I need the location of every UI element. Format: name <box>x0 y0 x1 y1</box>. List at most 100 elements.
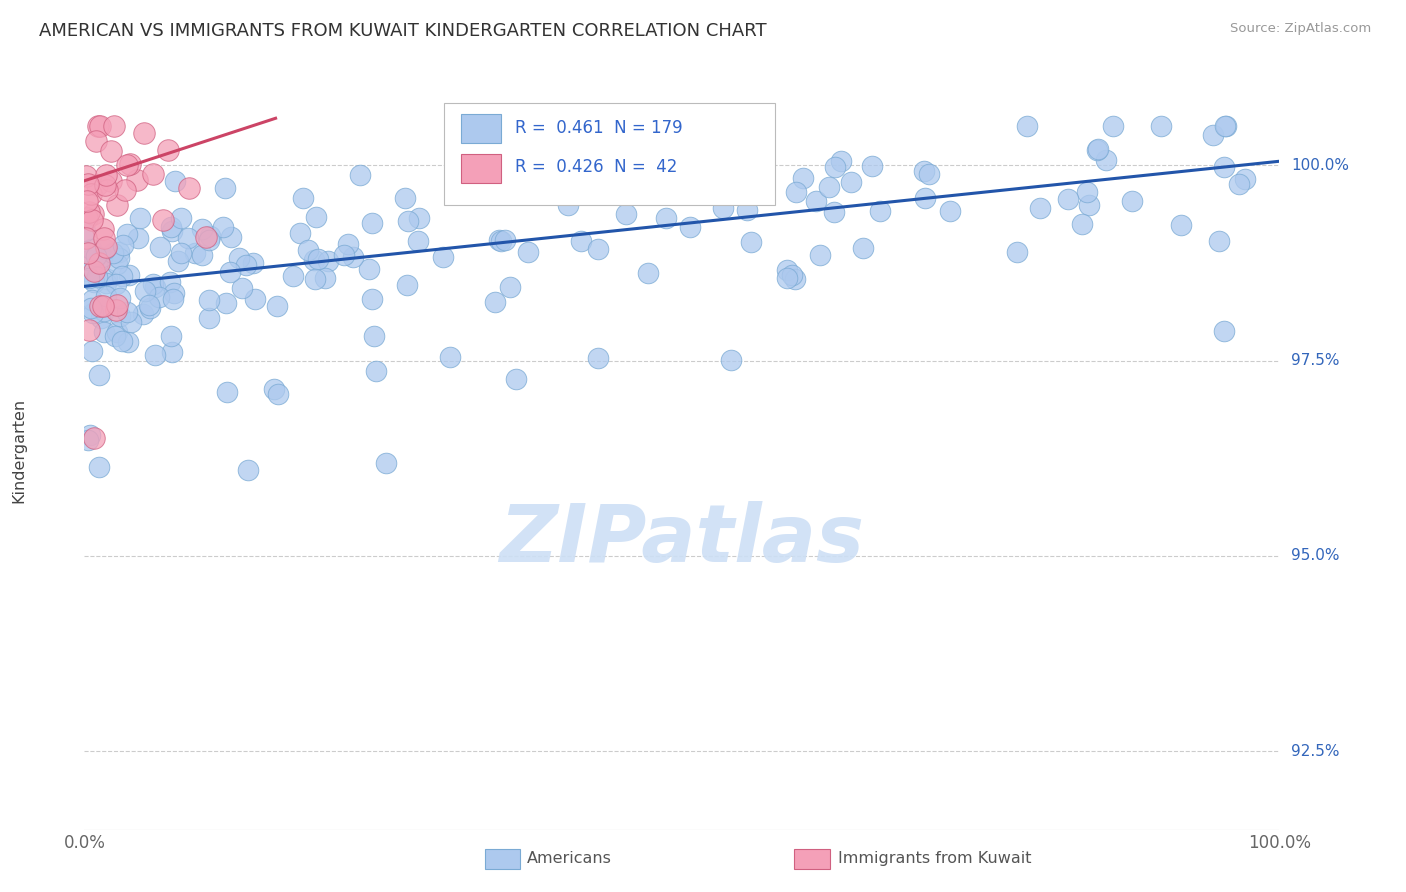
Point <box>614 207 637 221</box>
Point <box>505 371 527 385</box>
Point <box>75 169 97 184</box>
Point <box>162 292 184 306</box>
Point <box>177 231 200 245</box>
Point <box>297 243 319 257</box>
Point <box>170 211 193 225</box>
Point <box>93 231 115 245</box>
Point <box>91 222 114 236</box>
Point <box>231 281 253 295</box>
Point <box>83 264 105 278</box>
Point <box>1213 324 1236 338</box>
Point <box>720 353 742 368</box>
Point <box>90 311 112 326</box>
Point <box>101 245 124 260</box>
Point <box>569 235 592 249</box>
Point <box>1213 119 1236 133</box>
Point <box>408 211 430 226</box>
Point <box>1121 194 1143 209</box>
Point <box>361 292 384 306</box>
Text: R =  0.426  N =  42: R = 0.426 N = 42 <box>515 158 676 176</box>
Point <box>131 307 153 321</box>
Point <box>82 207 104 221</box>
Point <box>307 252 329 267</box>
Point <box>808 248 831 262</box>
Point <box>138 301 160 315</box>
Point <box>304 272 326 286</box>
Point <box>1150 119 1173 133</box>
Point <box>114 183 136 197</box>
Point <box>190 248 212 262</box>
Point <box>780 268 803 283</box>
Point <box>281 269 304 284</box>
Point <box>94 289 117 303</box>
Point <box>1215 119 1237 133</box>
Point <box>163 174 186 188</box>
Point <box>93 304 115 318</box>
Point <box>912 164 935 178</box>
Point <box>267 386 290 401</box>
Point <box>104 277 127 292</box>
Point <box>91 250 114 264</box>
Point <box>84 249 107 263</box>
Point <box>363 328 385 343</box>
Point <box>200 229 222 244</box>
Text: AMERICAN VS IMMIGRANTS FROM KUWAIT KINDERGARTEN CORRELATION CHART: AMERICAN VS IMMIGRANTS FROM KUWAIT KINDE… <box>39 22 768 40</box>
Point <box>364 363 387 377</box>
Point <box>79 428 101 442</box>
Point <box>830 153 852 168</box>
Point <box>79 205 101 219</box>
Point <box>342 251 364 265</box>
Point <box>77 323 100 337</box>
Point <box>776 262 799 277</box>
Point <box>215 296 238 310</box>
Text: 92.5%: 92.5% <box>1292 744 1340 759</box>
Point <box>159 329 181 343</box>
Point <box>111 269 134 284</box>
Point <box>80 242 103 256</box>
Point <box>1234 172 1257 186</box>
Point <box>163 285 186 300</box>
Point <box>735 202 758 217</box>
Point <box>1087 143 1109 157</box>
Point <box>235 258 257 272</box>
Point <box>105 298 128 312</box>
Point <box>1071 217 1094 231</box>
Point <box>1095 153 1118 167</box>
Point <box>80 344 103 359</box>
Point <box>557 198 579 212</box>
Point <box>785 271 807 285</box>
Point <box>395 278 418 293</box>
Point <box>145 280 167 294</box>
Point <box>76 245 98 260</box>
Point <box>170 246 193 260</box>
Point <box>90 252 112 266</box>
Text: Source: ZipAtlas.com: Source: ZipAtlas.com <box>1230 22 1371 36</box>
Point <box>138 298 160 312</box>
Point <box>87 368 110 382</box>
Point <box>120 315 142 329</box>
Point <box>776 271 799 285</box>
Point <box>1213 161 1236 175</box>
Point <box>96 183 118 197</box>
Point <box>87 460 110 475</box>
Point <box>1056 192 1078 206</box>
Point <box>221 229 243 244</box>
Point <box>127 231 149 245</box>
Point <box>1015 119 1038 133</box>
Point <box>212 220 235 235</box>
Point <box>396 214 419 228</box>
Point <box>243 292 266 306</box>
Point <box>93 326 115 340</box>
Point <box>149 239 172 253</box>
Point <box>94 276 117 290</box>
Point <box>215 385 238 400</box>
Point <box>160 219 183 234</box>
Point <box>89 300 111 314</box>
Text: Immigrants from Kuwait: Immigrants from Kuwait <box>838 851 1032 865</box>
Point <box>1227 177 1250 191</box>
Point <box>263 382 285 396</box>
Point <box>117 157 139 171</box>
Point <box>394 192 416 206</box>
Point <box>134 126 156 140</box>
Point <box>852 241 875 255</box>
